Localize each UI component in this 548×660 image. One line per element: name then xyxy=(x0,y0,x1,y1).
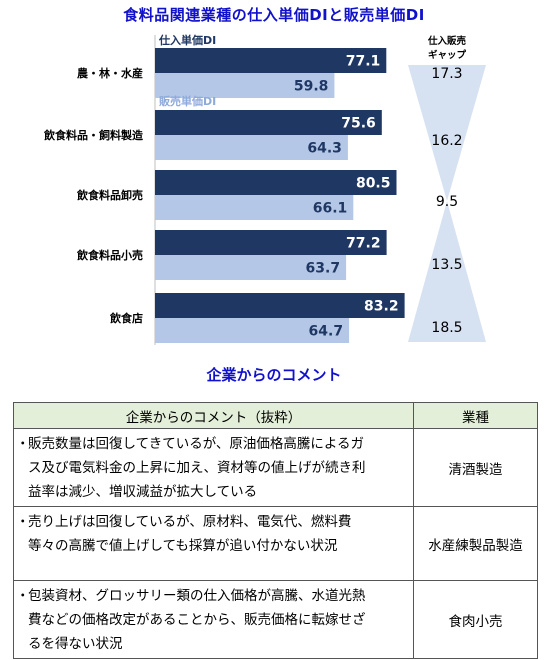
data-label-purchase-di: 77.2 xyxy=(346,236,381,252)
comment-line: 販売数量は回復してきているが、原油価格高騰によるガ xyxy=(28,436,365,452)
comment-row: ・ 売り上げは回復しているが、原材料、電気代、燃料費 等々の高騰で値上げしても採… xyxy=(13,506,538,581)
comments-header-row: 企業からのコメント（抜粋） 業種 xyxy=(13,402,538,429)
data-label-selling-di: 59.8 xyxy=(294,79,329,95)
category-label: 農・林・水産 xyxy=(77,66,143,80)
legend-purchase-di: 仕入単価DI xyxy=(158,33,216,47)
gap-value-label: 16.2 xyxy=(431,133,462,149)
data-label-selling-di: 66.1 xyxy=(313,201,348,217)
bullet: ・ xyxy=(16,588,30,604)
category-label: 飲食料品小売 xyxy=(76,248,143,262)
industry-cell: 水産練製品製造 xyxy=(413,506,538,581)
data-label-selling-di: 64.7 xyxy=(309,324,344,340)
bar-selling-di xyxy=(155,255,347,280)
comment-line: るを得ない状況 xyxy=(28,636,123,652)
category-label: 飲食店 xyxy=(109,311,143,325)
gap-shape-bottom xyxy=(408,201,486,342)
data-label-selling-di: 63.7 xyxy=(306,261,341,277)
category-label: 飲食料品・飼料製造 xyxy=(43,128,144,142)
chart-title: 食料品関連業種の仕入単価DIと販売単価DI xyxy=(123,6,425,24)
comment-cell: ・ 包装資材、グロッサリー類の仕入価格が高騰、水道光熱 費などの価格改定があるこ… xyxy=(13,580,414,659)
gap-value-label: 17.3 xyxy=(431,66,462,82)
data-label-purchase-di: 83.2 xyxy=(364,299,399,315)
comment-row: ・ 包装資材、グロッサリー類の仕入価格が高騰、水道光熱 費などの価格改定があるこ… xyxy=(13,580,538,659)
bullet: ・ xyxy=(16,514,30,530)
comment-line: 等々の高騰で値上げしても採算が追い付かない状況 xyxy=(28,538,338,554)
category-label: 飲食料品卸売 xyxy=(76,188,143,202)
bar-purchase-di xyxy=(155,230,387,255)
gap-header-line1: 仕入販売 xyxy=(427,35,467,47)
comments-section-title: 企業からのコメント xyxy=(206,366,342,384)
comment-line: 費などの価格改定があることから、販売価格に転嫁せざ xyxy=(28,612,366,628)
bar-purchase-di xyxy=(155,170,397,195)
comment-row: ・ 販売数量は回復してきているが、原油価格高騰によるガ ス及び電気料金の上昇に加… xyxy=(13,428,538,507)
data-label-selling-di: 64.3 xyxy=(307,141,342,157)
bar-purchase-di xyxy=(155,110,382,135)
comment-line: 益率は減少、増収減益が拡大している xyxy=(28,484,258,500)
bar-selling-di xyxy=(155,73,335,98)
gap-shape-top xyxy=(408,65,486,201)
comment-column-header: 企業からのコメント（抜粋） xyxy=(13,402,414,429)
industry-cell: 食肉小売 xyxy=(413,580,538,659)
comment-line: 売り上げは回復しているが、原材料、電気代、燃料費 xyxy=(28,514,352,530)
bar-purchase-di xyxy=(155,293,405,318)
comment-line: 包装資材、グロッサリー類の仕入価格が高騰、水道光熱 xyxy=(28,588,366,604)
gap-value-label: 13.5 xyxy=(431,257,462,273)
bar-purchase-di xyxy=(155,48,387,73)
bar-chart: 農・林・水産 77.1 59.8 飲食料品・飼料製造 75.6 64.3 飲食料品卸売 80.… xyxy=(43,33,486,345)
data-label-purchase-di: 77.1 xyxy=(346,54,381,70)
comment-cell: ・ 販売数量は回復してきているが、原油価格高騰によるガ ス及び電気料金の上昇に加… xyxy=(13,428,414,507)
gap-value-label: 18.5 xyxy=(431,320,462,336)
industry-cell: 清酒製造 xyxy=(413,428,538,507)
legend-selling-di: 販売単価DI xyxy=(159,94,216,108)
data-label-purchase-di: 75.6 xyxy=(341,116,376,132)
bullet: ・ xyxy=(16,436,30,452)
gap-header-line2: ギャップ xyxy=(428,49,467,61)
bar-selling-di xyxy=(155,195,354,220)
industry-column-header: 業種 xyxy=(413,402,538,429)
bar-selling-di xyxy=(155,135,348,160)
comment-line: ス及び電気料金の上昇に加え、資材等の値上げが続き利 xyxy=(28,460,366,476)
bar-selling-di xyxy=(155,318,350,343)
comments-table: 企業からのコメント（抜粋） 業種 ・ 販売数量は回復してきているが、原油価格高騰… xyxy=(13,402,538,659)
data-label-purchase-di: 80.5 xyxy=(356,176,391,192)
gap-value-label: 9.5 xyxy=(436,194,458,210)
comment-cell: ・ 売り上げは回復しているが、原材料、電気代、燃料費 等々の高騰で値上げしても採… xyxy=(13,506,414,581)
